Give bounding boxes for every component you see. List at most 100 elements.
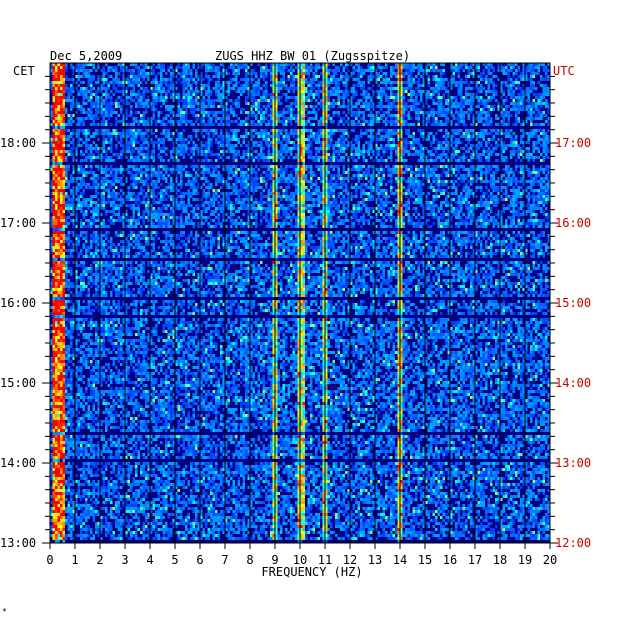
spectrogram-cell bbox=[152, 111, 155, 114]
spectrogram-cell bbox=[210, 78, 213, 81]
spectrogram-cell bbox=[410, 153, 413, 156]
spectrogram-cell bbox=[285, 141, 288, 144]
spectrogram-cell bbox=[482, 147, 485, 150]
spectrogram-cell bbox=[362, 96, 365, 99]
spectrogram-cell bbox=[157, 114, 160, 117]
spectrogram-cell bbox=[407, 69, 410, 72]
spectrogram-cell bbox=[200, 81, 203, 84]
spectrogram-cell bbox=[482, 165, 485, 168]
spectrogram-cell bbox=[172, 93, 175, 96]
spectrogram-cell bbox=[517, 171, 520, 174]
spectrogram-cell bbox=[227, 171, 230, 174]
spectrogram-cell bbox=[515, 168, 518, 171]
spectrogram-cell bbox=[180, 72, 183, 75]
spectrogram-cell bbox=[345, 153, 348, 156]
spectrogram-cell bbox=[92, 156, 95, 159]
spectrogram-cell bbox=[97, 111, 100, 114]
spectrogram-cell bbox=[530, 153, 533, 156]
spectrogram-cell bbox=[347, 78, 350, 81]
spectrogram-cell bbox=[95, 129, 98, 132]
spectrogram-cell bbox=[532, 72, 535, 75]
spectrogram-cell bbox=[325, 75, 328, 78]
spectrogram-cell bbox=[300, 69, 303, 72]
spectrogram-cell bbox=[332, 105, 335, 108]
spectrogram-cell bbox=[362, 90, 365, 93]
spectrogram-cell bbox=[485, 171, 488, 174]
spectrogram-cell bbox=[227, 120, 230, 123]
spectrogram-cell bbox=[147, 96, 150, 99]
spectrogram-cell bbox=[265, 135, 268, 138]
spectrogram-cell bbox=[330, 78, 333, 81]
spectrogram-cell bbox=[215, 111, 218, 114]
spectrogram-cell bbox=[362, 69, 365, 72]
spectrogram-cell bbox=[452, 135, 455, 138]
spectrogram-cell bbox=[432, 117, 435, 120]
spectrogram-cell bbox=[247, 81, 250, 84]
spectrogram-cell bbox=[352, 147, 355, 150]
spectrogram-cell bbox=[372, 63, 375, 66]
spectrogram-cell bbox=[320, 168, 323, 171]
spectrogram-cell bbox=[505, 135, 508, 138]
spectrogram-cell bbox=[477, 87, 480, 90]
spectrogram-cell bbox=[290, 81, 293, 84]
spectrogram-cell bbox=[307, 153, 310, 156]
spectrogram-cell bbox=[277, 69, 280, 72]
spectrogram-cell bbox=[97, 99, 100, 102]
spectrogram-cell bbox=[147, 150, 150, 153]
spectrogram-cell bbox=[172, 96, 175, 99]
spectrogram-cell bbox=[495, 171, 498, 174]
spectrogram-cell bbox=[482, 123, 485, 126]
spectrogram-cell bbox=[380, 66, 383, 69]
spectrogram-cell bbox=[545, 105, 548, 108]
spectrogram-cell bbox=[335, 165, 338, 168]
spectrogram-cell bbox=[270, 168, 273, 171]
spectrogram-cell bbox=[515, 150, 518, 153]
spectrogram-cell bbox=[95, 96, 98, 99]
spectrogram-cell bbox=[107, 159, 110, 162]
spectrogram-cell bbox=[77, 129, 80, 132]
spectrogram-cell bbox=[140, 114, 143, 117]
spectrogram-cell bbox=[342, 99, 345, 102]
spectrogram-cell bbox=[70, 99, 73, 102]
spectrogram-cell bbox=[327, 99, 330, 102]
spectrogram-cell bbox=[472, 114, 475, 117]
spectrogram-cell bbox=[92, 177, 95, 180]
spectrogram-cell bbox=[262, 132, 265, 135]
spectrogram-cell bbox=[145, 87, 148, 90]
spectrogram-cell bbox=[202, 120, 205, 123]
spectrogram-cell bbox=[442, 87, 445, 90]
spectrogram-cell bbox=[527, 117, 530, 120]
spectrogram-cell bbox=[390, 117, 393, 120]
spectrogram-cell bbox=[345, 93, 348, 96]
spectrogram-cell bbox=[322, 144, 325, 147]
spectrogram-cell bbox=[232, 135, 235, 138]
spectrogram-cell bbox=[225, 138, 228, 141]
spectrogram-cell bbox=[497, 129, 500, 132]
spectrogram-cell bbox=[545, 84, 548, 87]
spectrogram-cell bbox=[242, 120, 245, 123]
spectrogram-cell bbox=[355, 174, 358, 177]
spectrogram-cell bbox=[407, 150, 410, 153]
spectrogram-cell bbox=[427, 135, 430, 138]
spectrogram-cell bbox=[547, 78, 550, 81]
spectrogram-cell bbox=[162, 81, 165, 84]
spectrogram-cell bbox=[462, 156, 465, 159]
spectrogram-cell bbox=[172, 123, 175, 126]
spectrogram-cell bbox=[512, 84, 515, 87]
spectrogram-cell bbox=[397, 105, 400, 108]
spectrogram-cell bbox=[380, 105, 383, 108]
spectrogram-cell bbox=[310, 81, 313, 84]
spectrogram-cell bbox=[147, 129, 150, 132]
spectrogram-cell bbox=[155, 141, 158, 144]
spectrogram-cell bbox=[452, 105, 455, 108]
spectrogram-cell bbox=[142, 120, 145, 123]
spectrogram-cell bbox=[470, 81, 473, 84]
spectrogram-cell bbox=[385, 117, 388, 120]
spectrogram-cell bbox=[400, 63, 403, 66]
spectrogram-cell bbox=[287, 135, 290, 138]
spectrogram-cell bbox=[500, 120, 503, 123]
spectrogram-cell bbox=[247, 147, 250, 150]
spectrogram-cell bbox=[250, 165, 253, 168]
spectrogram-cell bbox=[92, 123, 95, 126]
spectrogram-cell bbox=[402, 117, 405, 120]
